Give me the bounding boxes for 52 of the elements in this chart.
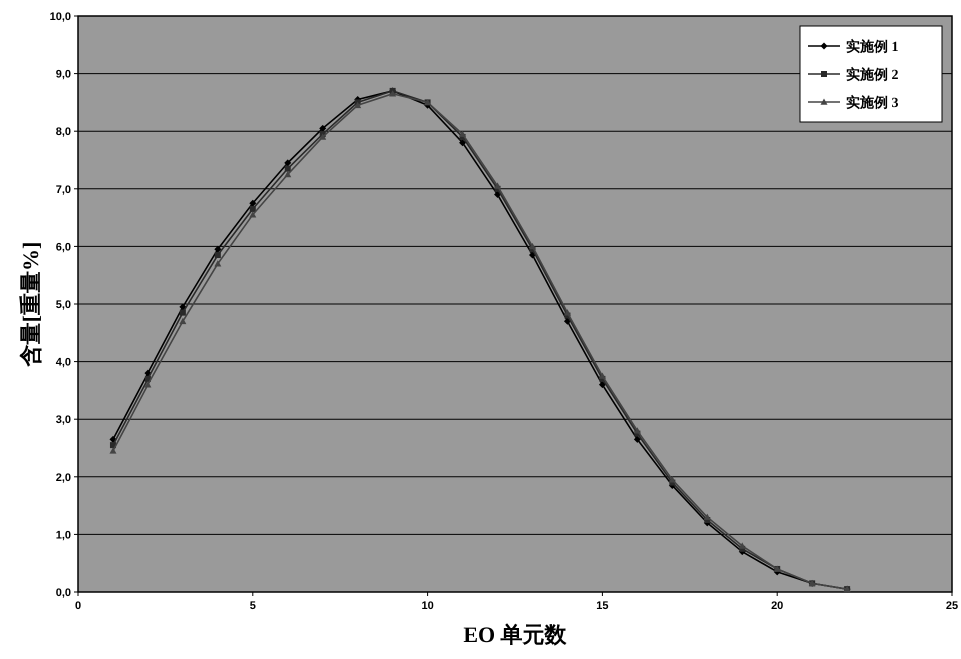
x-tick-label: 0	[74, 600, 82, 612]
y-tick-label: 1,0	[56, 529, 71, 542]
point	[284, 166, 291, 172]
point	[389, 90, 396, 97]
y-tick-label: 2,0	[56, 472, 71, 484]
point	[319, 124, 326, 132]
point	[179, 318, 186, 324]
point	[179, 303, 186, 310]
legend-label: 实施例 1	[846, 38, 898, 55]
point	[214, 252, 221, 258]
x-tick-label: 15	[596, 600, 609, 612]
x-tick-label: 5	[250, 600, 256, 612]
point	[180, 310, 186, 316]
y-tick-label: 7,0	[56, 184, 71, 196]
y-tick-label: 10,0	[50, 11, 71, 23]
legend-label: 实施例 2	[846, 66, 898, 83]
x-tick-label: 10	[421, 600, 434, 612]
point	[494, 191, 502, 198]
point	[214, 260, 222, 266]
point	[250, 206, 256, 212]
point	[598, 372, 606, 379]
point	[668, 476, 676, 482]
point	[459, 139, 466, 146]
y-tick-label: 0,0	[56, 587, 71, 599]
x-tick-label: 20	[771, 600, 784, 612]
point	[214, 246, 222, 253]
point	[249, 200, 256, 207]
point	[249, 211, 256, 218]
point	[459, 130, 466, 137]
y-tick-label: 4,0	[56, 356, 71, 369]
point	[319, 133, 326, 140]
point	[598, 381, 606, 388]
y-axis-title: 含量[重量%]	[18, 242, 43, 368]
point	[634, 436, 641, 443]
point	[354, 102, 362, 108]
y-tick-label: 5,0	[56, 299, 71, 311]
y-tick-label: 3,0	[56, 414, 71, 426]
point	[738, 542, 746, 549]
point	[109, 447, 116, 454]
y-tick-label: 9,0	[56, 68, 71, 81]
point	[528, 242, 536, 250]
point	[634, 427, 641, 434]
y-tick-label: 6,0	[56, 241, 71, 254]
y-tick-label: 8,0	[56, 126, 71, 138]
x-tick-label: 25	[946, 600, 958, 612]
legend-label: 实施例 3	[846, 94, 898, 111]
point	[494, 182, 502, 189]
point	[284, 170, 292, 178]
point	[144, 381, 152, 388]
point	[564, 309, 571, 316]
point	[284, 159, 292, 166]
x-axis-title: EO 单元数	[463, 622, 568, 647]
